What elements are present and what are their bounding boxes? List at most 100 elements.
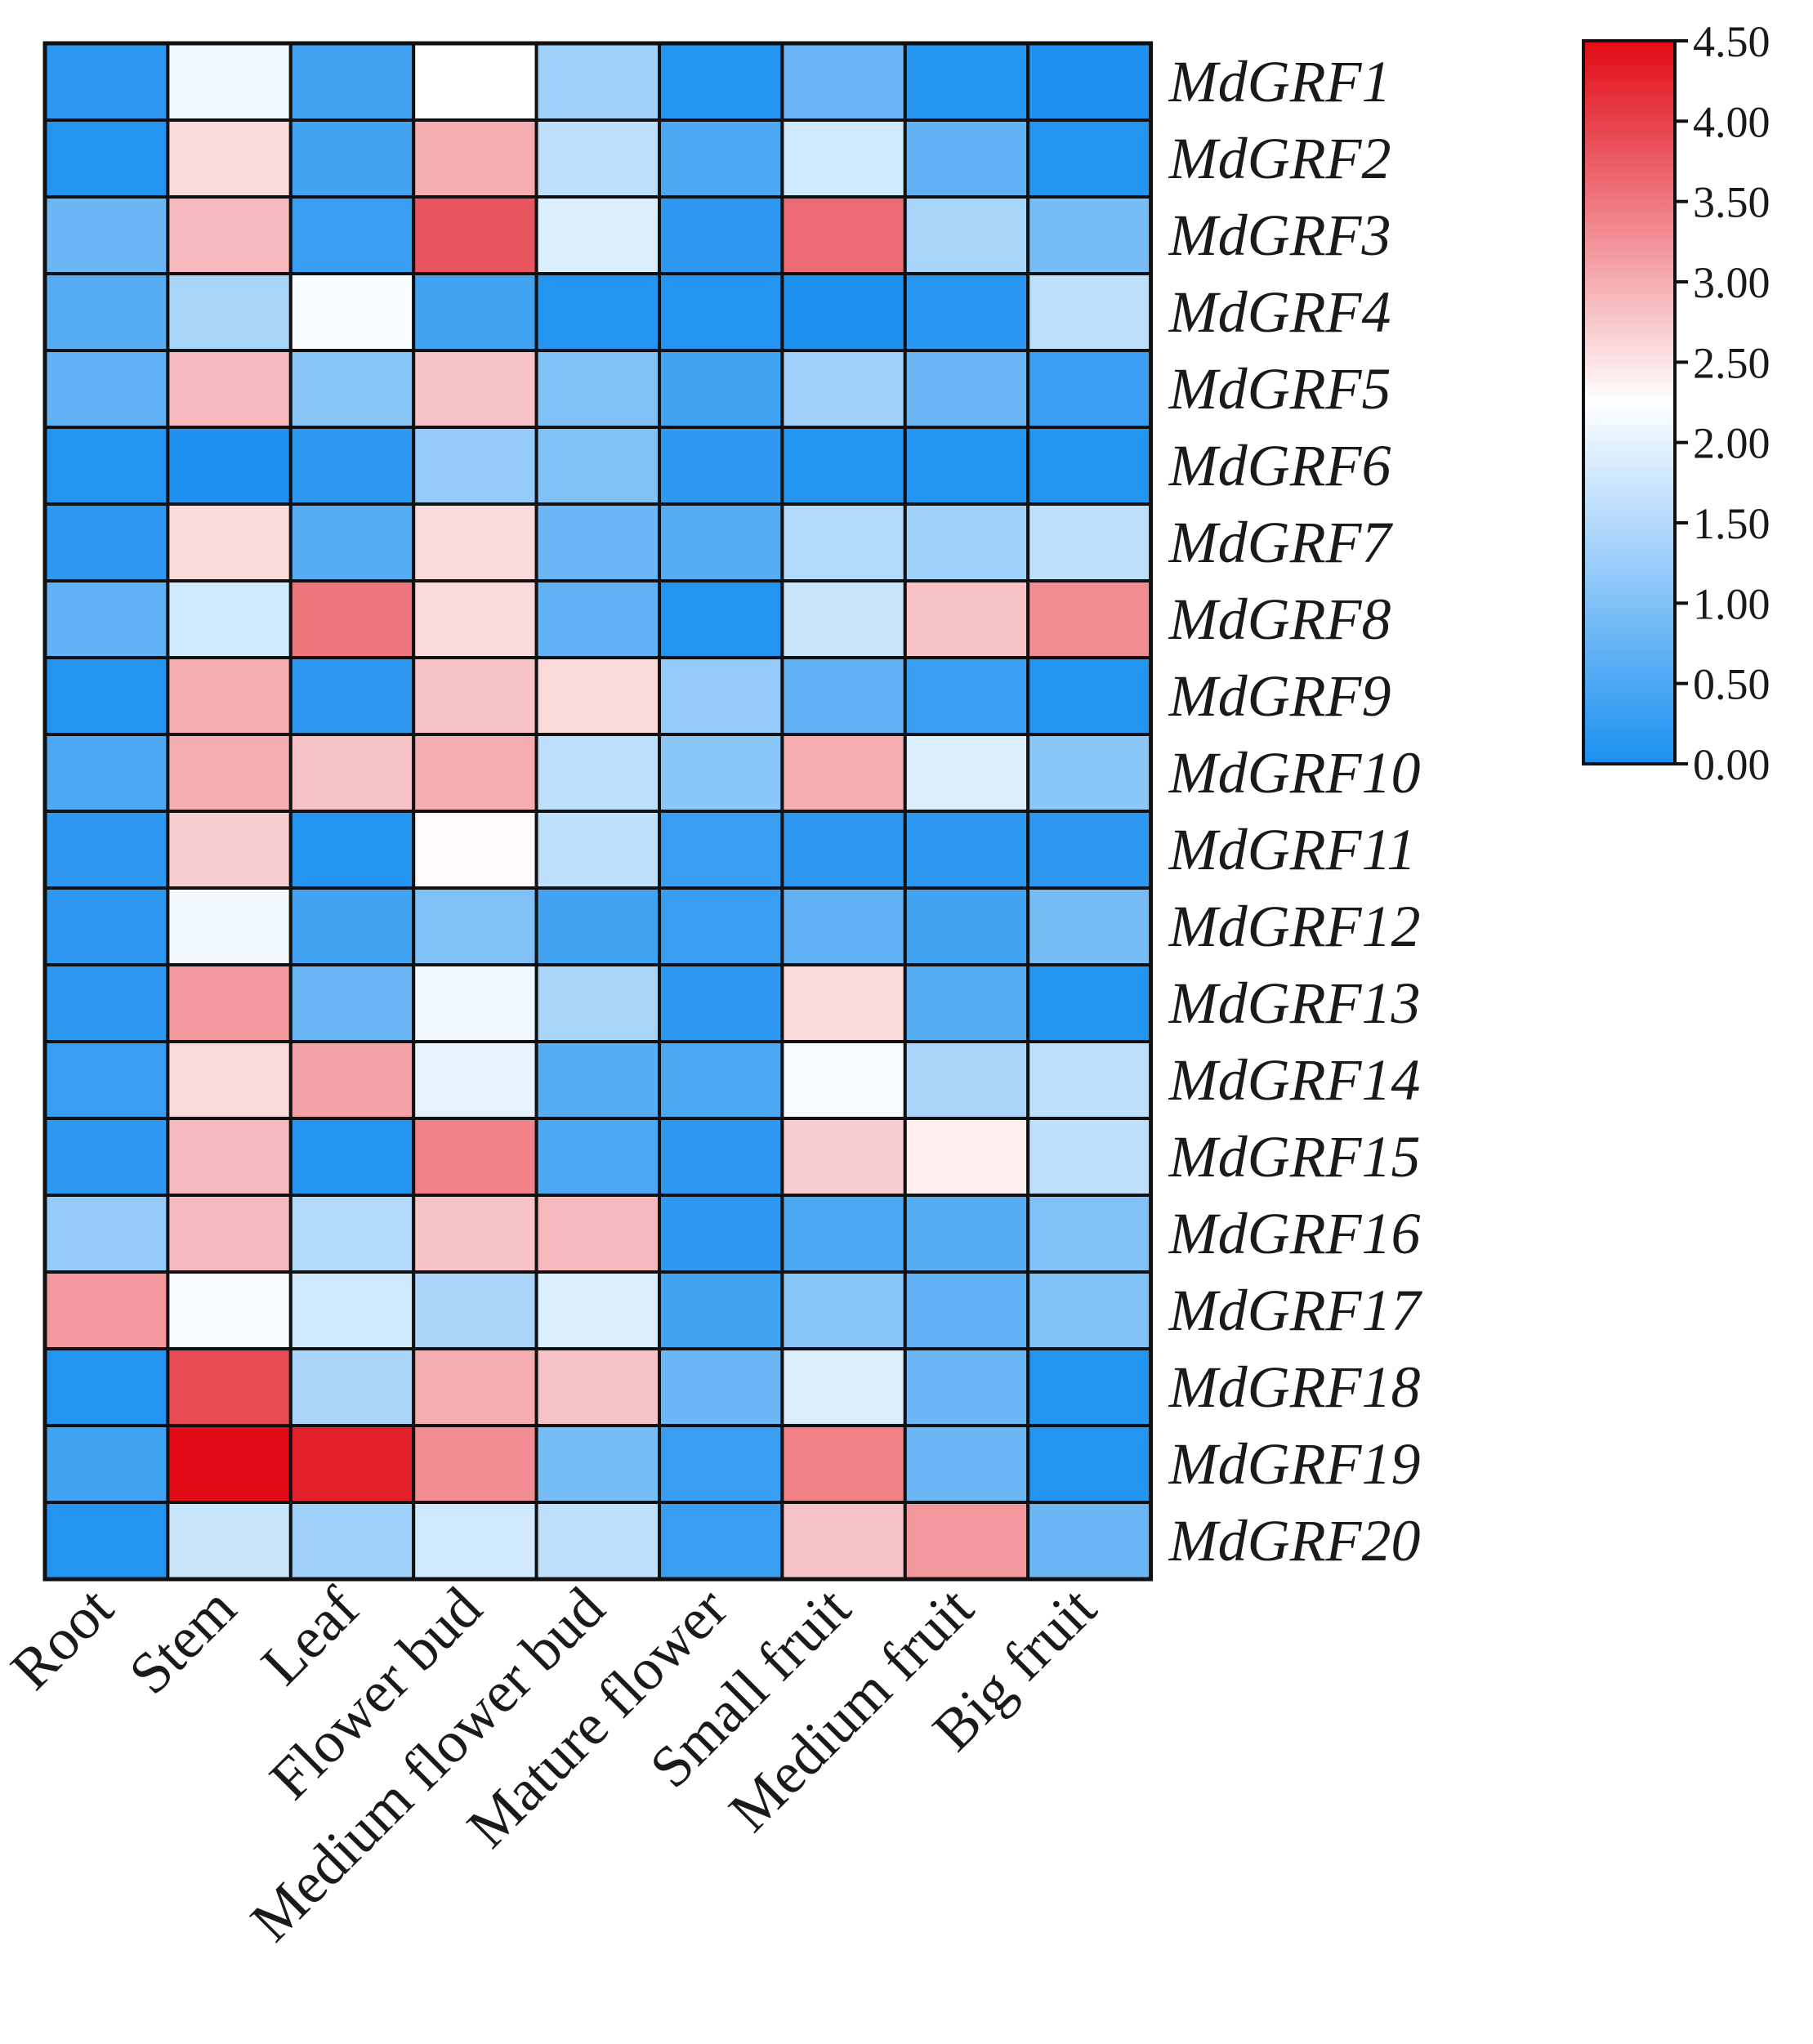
heatmap-cell [658,810,784,890]
heatmap-cell [412,42,538,122]
row-label: MdGRF15 [1168,1124,1421,1189]
row-label: MdGRF17 [1168,1278,1423,1343]
heatmap-cell [534,272,661,352]
heatmap-cell [288,272,416,352]
heatmap-cell [43,272,170,352]
heatmap-cell [1026,1501,1153,1581]
heatmap-cell [412,272,538,352]
colorbar-tick-label: 4.00 [1693,97,1771,146]
heatmap-cell [780,579,907,659]
heatmap-cell [534,886,661,966]
row-label: MdGRF6 [1168,433,1391,498]
heatmap-cell [43,810,170,890]
heatmap-cell [658,1424,784,1504]
heatmap-cell [534,1424,661,1504]
heatmap-cell [166,272,292,352]
heatmap-cell [1026,1347,1153,1427]
heatmap-cell [903,195,1030,275]
heatmap-cell [903,1501,1030,1581]
heatmap-cell [903,1040,1030,1120]
heatmap-cell [534,1270,661,1350]
heatmap-cell [288,502,416,582]
heatmap-cell [166,502,292,582]
heatmap-cell [1026,1270,1153,1350]
row-label: MdGRF3 [1168,203,1391,268]
heatmap-cell [43,118,170,199]
heatmap-cell [412,1424,538,1504]
heatmap-cell [1026,1040,1153,1120]
heatmap-cell [780,502,907,582]
heatmap-cell [166,1424,292,1504]
heatmap-cell [166,1117,292,1197]
heatmap-cell [780,1424,907,1504]
heatmap-cell [1026,1424,1153,1504]
heatmap-cell [288,349,416,429]
heatmap-cell [658,349,784,429]
heatmap-cell [658,1347,784,1427]
heatmap-cell [534,1194,661,1274]
row-label: MdGRF1 [1168,49,1391,114]
heatmap-cell [534,1117,661,1197]
heatmap-cell [1026,272,1153,352]
heatmap-cell [166,579,292,659]
heatmap-cell [43,1347,170,1427]
heatmap-cell [288,733,416,813]
heatmap-cell [288,118,416,199]
heatmap-cell [288,579,416,659]
heatmap-cell [903,118,1030,199]
heatmap-cell [288,1424,416,1504]
row-label: MdGRF14 [1168,1047,1421,1113]
heatmap-cell [658,42,784,122]
heatmap-cell [658,118,784,199]
heatmap-cell [534,42,661,122]
heatmap-cell [903,579,1030,659]
heatmap-cell [658,195,784,275]
row-label: MdGRF16 [1168,1201,1421,1266]
heatmap-cell [534,810,661,890]
heatmap-cell [1026,42,1153,122]
heatmap-cell [903,1347,1030,1427]
heatmap-cells [42,41,1154,1582]
heatmap-cell [780,963,907,1043]
colorbar-tick-label: 3.00 [1693,258,1771,307]
heatmap-cell [288,195,416,275]
heatmap-cell [534,656,661,736]
row-label: MdGRF10 [1168,740,1421,806]
heatmap-cell [780,1270,907,1350]
heatmap-cell [534,426,661,506]
row-label: MdGRF12 [1168,894,1421,959]
heatmap-cell [412,733,538,813]
heatmap-cell [43,963,170,1043]
heatmap-cell [658,426,784,506]
row-label: MdGRF11 [1168,817,1417,882]
heatmap-cell [780,42,907,122]
heatmap-cell [658,1040,784,1120]
heatmap-cell [412,656,538,736]
heatmap-cell [166,963,292,1043]
heatmap-cell [43,1424,170,1504]
row-label: MdGRF18 [1168,1354,1421,1420]
heatmap-cell [288,1117,416,1197]
row-label: MdGRF13 [1168,971,1421,1036]
heatmap-cell [288,426,416,506]
heatmap-cell [903,1270,1030,1350]
heatmap-cell [288,1270,416,1350]
heatmap-cell [288,1347,416,1427]
heatmap-cell [780,195,907,275]
heatmap-cell [412,1347,538,1427]
heatmap-cell [412,349,538,429]
colorbar-tick-label: 0.50 [1693,660,1771,709]
heatmap-cell [1026,426,1153,506]
heatmap-cell [43,1270,170,1350]
heatmap-cell [166,886,292,966]
heatmap-cell [534,349,661,429]
heatmap-cell [43,579,170,659]
heatmap-cell [780,1194,907,1274]
colorbar-tick-label: 0.00 [1693,740,1771,789]
heatmap-cell [903,963,1030,1043]
heatmap-cell [1026,502,1153,582]
heatmap-cell [288,1040,416,1120]
heatmap-cell [780,886,907,966]
heatmap-cell [658,272,784,352]
